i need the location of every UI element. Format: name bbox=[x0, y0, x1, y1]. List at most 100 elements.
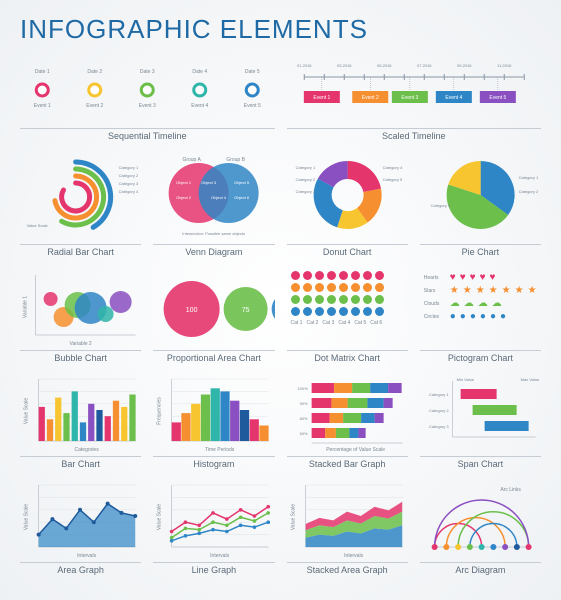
svg-text:Category 2: Category 2 bbox=[119, 173, 139, 178]
matrix-dot bbox=[327, 295, 336, 304]
matrix-dot bbox=[291, 283, 300, 292]
pictogram-icon: ★ bbox=[489, 286, 498, 296]
svg-text:03.2016: 03.2016 bbox=[337, 63, 352, 68]
svg-text:Event 3: Event 3 bbox=[401, 95, 418, 101]
svg-text:Percentage of Value Scale: Percentage of Value Scale bbox=[326, 447, 385, 453]
svg-text:Categories: Categories bbox=[75, 447, 100, 453]
histogram-label: Histogram bbox=[153, 456, 274, 469]
svg-text:60%: 60% bbox=[299, 431, 307, 436]
pictogram-icon: ● bbox=[450, 312, 456, 322]
svg-text:Category 2: Category 2 bbox=[518, 189, 538, 194]
svg-text:11.2016: 11.2016 bbox=[497, 63, 512, 68]
svg-text:90%: 90% bbox=[299, 401, 307, 406]
prop-area-label: Proportional Area Chart bbox=[153, 350, 274, 363]
scaled-timeline-cell: 01.201603.201605.201607.201609.201611.20… bbox=[287, 55, 542, 141]
pictogram-icon: ● bbox=[460, 312, 466, 322]
svg-text:Event 4: Event 4 bbox=[191, 103, 208, 109]
pictogram-icon: ♥ bbox=[490, 273, 496, 283]
stacked-bar-label: Stacked Bar Graph bbox=[287, 456, 408, 469]
svg-text:Intersection: Possible same ob: Intersection: Possible same objects bbox=[183, 231, 246, 236]
matrix-dot bbox=[363, 283, 372, 292]
svg-text:Object 4: Object 4 bbox=[211, 195, 227, 200]
svg-text:Category 2: Category 2 bbox=[429, 408, 449, 413]
svg-text:80%: 80% bbox=[299, 416, 307, 421]
svg-text:Variable 2: Variable 2 bbox=[70, 341, 92, 347]
pictogram-icon: ● bbox=[490, 312, 496, 322]
svg-text:Date 1: Date 1 bbox=[35, 69, 50, 75]
pictogram-icon: ♥ bbox=[460, 273, 466, 283]
pictogram-icon: ★ bbox=[502, 286, 511, 296]
matrix-dot bbox=[327, 307, 336, 316]
matrix-dot bbox=[339, 271, 348, 280]
matrix-dot bbox=[291, 271, 300, 280]
svg-text:Min Value: Min Value bbox=[456, 377, 474, 382]
svg-text:Intervals: Intervals bbox=[344, 553, 363, 559]
matrix-dot bbox=[363, 295, 372, 304]
svg-text:Category 1: Category 1 bbox=[119, 165, 139, 170]
svg-text:Category 4: Category 4 bbox=[119, 189, 139, 194]
pictogram-icon: ● bbox=[500, 312, 506, 322]
matrix-dot bbox=[375, 283, 384, 292]
svg-text:Event 2: Event 2 bbox=[361, 95, 378, 101]
pictogram-icon: ★ bbox=[515, 286, 524, 296]
matrix-dot bbox=[291, 295, 300, 304]
svg-text:Arc Links: Arc Links bbox=[500, 487, 521, 493]
radial-bar-label: Radial Bar Chart bbox=[20, 244, 141, 257]
matrix-dot bbox=[363, 271, 372, 280]
pictogram-icon: ★ bbox=[450, 286, 459, 296]
page-title: INFOGRAPHIC ELEMENTS bbox=[20, 14, 541, 45]
svg-text:100%: 100% bbox=[297, 386, 308, 391]
svg-text:Category 4: Category 4 bbox=[382, 165, 402, 170]
matrix-dot bbox=[375, 295, 384, 304]
matrix-dot bbox=[339, 295, 348, 304]
stacked-area-label: Stacked Area Graph bbox=[287, 562, 408, 575]
matrix-dot bbox=[315, 307, 324, 316]
svg-text:Time Periods: Time Periods bbox=[205, 447, 235, 453]
pictogram-icon: ☁ bbox=[464, 299, 474, 309]
svg-text:Category 1: Category 1 bbox=[295, 165, 315, 170]
matrix-dot bbox=[315, 271, 324, 280]
svg-text:Event 2: Event 2 bbox=[86, 103, 103, 109]
matrix-dot bbox=[303, 307, 312, 316]
svg-text:Object 6: Object 6 bbox=[234, 195, 250, 200]
arc-label: Arc Diagram bbox=[420, 562, 541, 575]
matrix-dot bbox=[291, 307, 300, 316]
svg-text:Category 1: Category 1 bbox=[518, 175, 538, 180]
donut-label: Donut Chart bbox=[287, 244, 408, 257]
svg-text:Event 1: Event 1 bbox=[313, 95, 330, 101]
pictogram-icon: ☁ bbox=[478, 299, 488, 309]
pictogram-icon: ● bbox=[480, 312, 486, 322]
svg-text:Event 5: Event 5 bbox=[244, 103, 261, 109]
svg-text:Date 4: Date 4 bbox=[192, 69, 207, 75]
bar-label: Bar Chart bbox=[20, 456, 141, 469]
svg-text:Object 2: Object 2 bbox=[176, 195, 192, 200]
matrix-dot bbox=[351, 283, 360, 292]
matrix-dot bbox=[303, 295, 312, 304]
svg-text:Value Scale: Value Scale bbox=[24, 504, 30, 531]
svg-text:Group A: Group A bbox=[183, 157, 202, 163]
svg-text:Category 2: Category 2 bbox=[295, 177, 315, 182]
svg-text:Date 3: Date 3 bbox=[140, 69, 155, 75]
line-label: Line Graph bbox=[153, 562, 274, 575]
pictogram-icon: ♥ bbox=[450, 273, 456, 283]
matrix-dot bbox=[327, 283, 336, 292]
span-label: Span Chart bbox=[420, 456, 541, 469]
svg-text:Category 1: Category 1 bbox=[429, 392, 449, 397]
pictogram-icon: ● bbox=[470, 312, 476, 322]
svg-text:Date 5: Date 5 bbox=[245, 69, 260, 75]
svg-text:Event 5: Event 5 bbox=[489, 95, 506, 101]
svg-text:Group B: Group B bbox=[227, 157, 246, 163]
matrix-dot bbox=[351, 271, 360, 280]
sequential-timeline-cell: Date 1Event 1Date 2Event 2Date 3Event 3D… bbox=[20, 55, 275, 141]
svg-text:Category 3: Category 3 bbox=[295, 189, 315, 194]
matrix-dot bbox=[351, 307, 360, 316]
svg-text:Variable 1: Variable 1 bbox=[23, 296, 29, 318]
matrix-dot bbox=[303, 271, 312, 280]
matrix-dot bbox=[339, 283, 348, 292]
svg-text:Event 1: Event 1 bbox=[34, 103, 51, 109]
pictogram-icon: ☁ bbox=[492, 299, 502, 309]
pictogram-icon: ☁ bbox=[450, 299, 460, 309]
svg-text:Value Scale: Value Scale bbox=[24, 398, 30, 425]
svg-text:Object 1: Object 1 bbox=[176, 180, 192, 185]
pictogram-icon: ★ bbox=[463, 286, 472, 296]
